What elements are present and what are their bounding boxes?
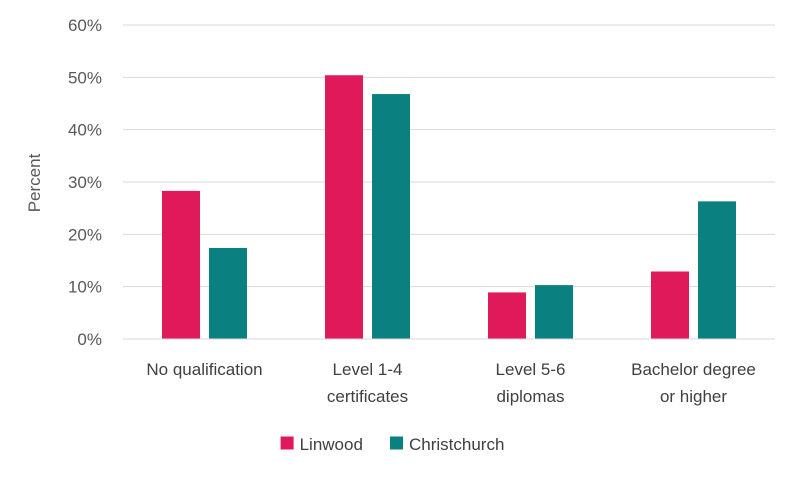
y-tick-label: 0%	[77, 330, 102, 349]
bar-linwood	[162, 190, 200, 339]
bar-linwood	[325, 75, 363, 340]
bar-christchurch	[535, 285, 573, 339]
y-tick-label: 20%	[68, 225, 102, 244]
legend-swatch-christchurch	[390, 436, 403, 450]
legend-label-linwood: Linwood	[300, 435, 363, 454]
y-tick-label: 40%	[68, 121, 102, 140]
bar-linwood	[488, 292, 526, 339]
bar-linwood	[651, 271, 689, 339]
x-axis-category-labels: No qualification Level 1-4 certificates Lev…	[146, 360, 756, 406]
x-category-label: certificates	[327, 387, 408, 406]
y-tick-label: 50%	[68, 68, 102, 87]
y-tick-label: 30%	[68, 173, 102, 192]
legend-label-christchurch: Christchurch	[409, 435, 504, 454]
y-tick-label: 60%	[68, 16, 102, 35]
x-category-label: diplomas	[496, 387, 564, 406]
bar-christchurch	[372, 94, 410, 339]
bar-christchurch	[209, 247, 247, 339]
x-category-label: or higher	[660, 387, 727, 406]
bar-christchurch	[698, 201, 736, 339]
bars	[162, 75, 736, 340]
x-category-label: Bachelor degree	[631, 360, 756, 379]
y-axis-tick-labels: 0% 10% 20% 30% 40% 50% 60%	[68, 16, 102, 349]
legend: Linwood Christchurch	[280, 435, 504, 454]
y-axis-title: Percent	[25, 153, 44, 212]
x-category-label: Level 5-6	[496, 360, 566, 379]
gridlines	[123, 24, 775, 288]
x-category-label: No qualification	[146, 360, 262, 379]
x-category-label: Level 1-4	[333, 360, 403, 379]
y-tick-label: 10%	[68, 278, 102, 297]
legend-swatch-linwood	[280, 436, 294, 450]
